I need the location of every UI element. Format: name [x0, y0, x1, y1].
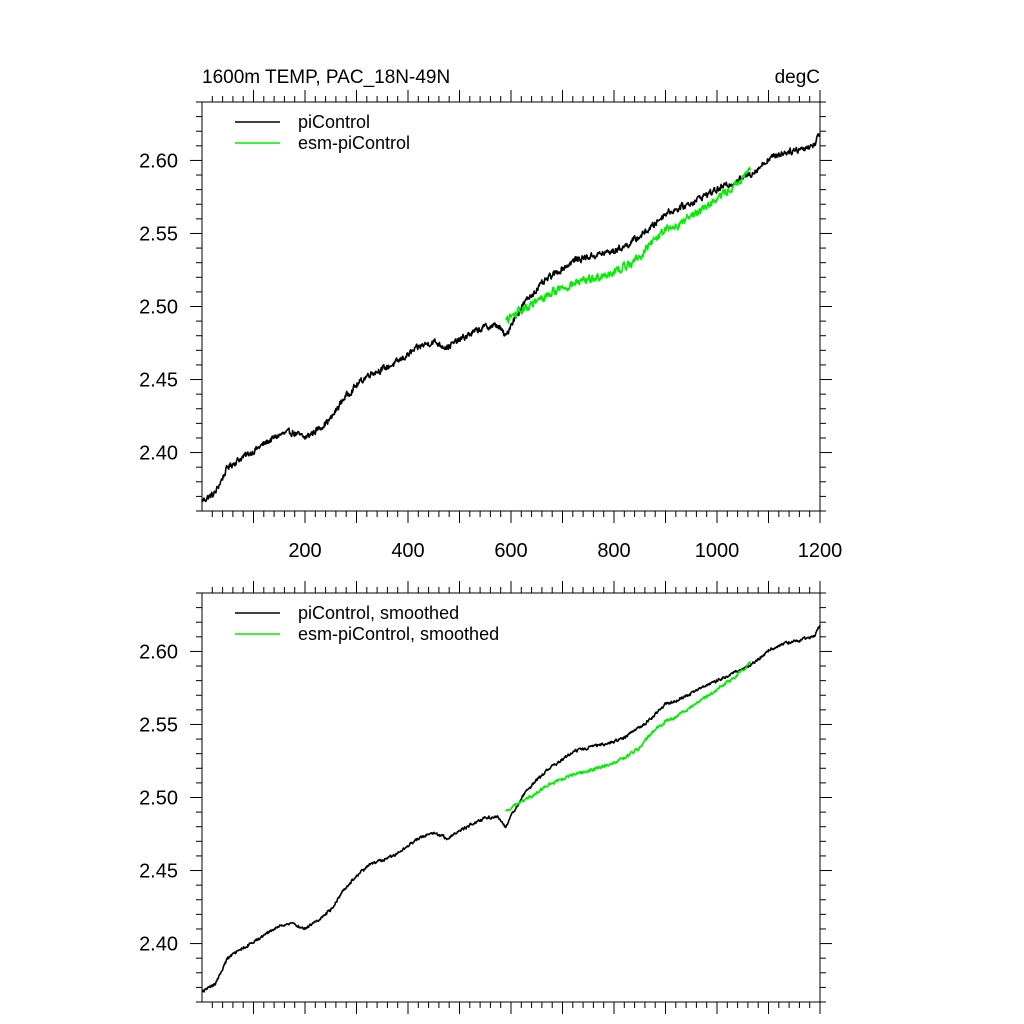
series-line-picontrol-smoothed: [201, 624, 821, 993]
chart-title: 1600m TEMP, PAC_18N-49N: [202, 67, 450, 88]
tick-labels: 2.40 2.45 2.50 2.55 2.60 200 400 600 800 1000 1200: [139, 150, 842, 562]
plot-frame-smoothed: [201, 592, 821, 1003]
legend-smoothed: piControl, smoothed esm-piControl, smoot…: [235, 603, 499, 644]
y-tick-label: 2.60: [139, 641, 178, 663]
x-tick-label: 400: [391, 540, 424, 562]
x-tick-label: 600: [494, 540, 527, 562]
units-label: degC: [775, 67, 820, 88]
legend-label-picontrol-smoothed: piControl, smoothed: [298, 603, 459, 623]
series-lines: [201, 133, 821, 503]
x-tick-label: 800: [597, 540, 630, 562]
series-line-picontrol: [201, 133, 821, 503]
y-tick-label: 2.50: [139, 788, 178, 810]
tick-marks: [190, 90, 832, 523]
plot-frame: [201, 101, 821, 512]
x-tick-label: 200: [288, 540, 321, 562]
y-tick-label: 2.60: [139, 150, 178, 172]
bottom-panel: 2.40 2.45 2.50 2.55 2.60 piControl, smoothed…: [139, 581, 832, 1014]
series-line-esm-picontrol: [505, 166, 752, 324]
y-tick-label: 2.50: [139, 297, 178, 319]
legend-label-picontrol: piControl: [298, 112, 370, 132]
legend-label-esm-picontrol-smoothed: esm-piControl, smoothed: [298, 624, 499, 644]
y-tick-label: 2.40: [139, 934, 178, 956]
y-tick-label: 2.40: [139, 443, 178, 465]
legend: piControl esm-piControl: [235, 112, 410, 153]
y-tick-label: 2.55: [139, 223, 178, 245]
tick-labels-smoothed: 2.40 2.45 2.50 2.55 2.60: [139, 641, 178, 955]
y-tick-label: 2.45: [139, 370, 178, 392]
x-tick-label: 1200: [798, 540, 843, 562]
legend-label-esm-picontrol: esm-piControl: [298, 133, 410, 153]
y-tick-label: 2.45: [139, 861, 178, 883]
top-panel: 1600m TEMP, PAC_18N-49N degC 2.40 2.45 2.5…: [139, 67, 842, 562]
tick-marks-smoothed: [190, 581, 832, 1014]
y-tick-label: 2.55: [139, 714, 178, 736]
series-line-esm-picontrol-smoothed: [505, 661, 752, 812]
series-lines-smoothed: [201, 624, 821, 993]
x-tick-label: 1000: [695, 540, 740, 562]
